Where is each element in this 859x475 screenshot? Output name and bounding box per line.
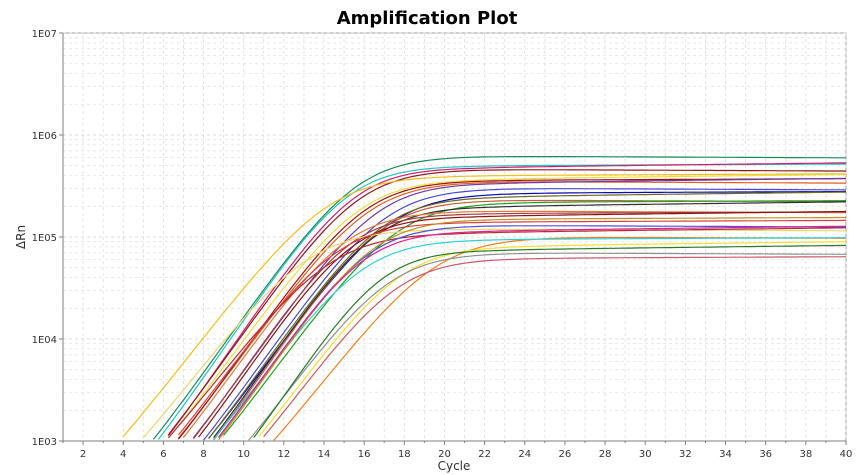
y-tick-label: 1E07 (32, 29, 57, 40)
amplification-curve (253, 244, 847, 438)
amplification-curve (248, 252, 846, 441)
x-tick-label: 16 (358, 449, 371, 460)
x-tick-label: 6 (160, 449, 166, 460)
x-tick-label: 22 (478, 449, 491, 460)
x-tick-label: 26 (559, 449, 572, 460)
x-tick-label: 34 (719, 449, 732, 460)
x-tick-label: 32 (679, 449, 692, 460)
y-axis-label: ΔRn (14, 225, 28, 249)
amplification-curve (203, 188, 847, 441)
x-axis-label: Cycle (438, 459, 471, 473)
x-tick-label: 2 (80, 449, 86, 460)
amplification-curve (152, 156, 846, 440)
amplification-curve (142, 228, 846, 439)
amplification-curve (167, 173, 846, 439)
amplification-curve (177, 181, 846, 439)
amplification-curve (258, 241, 846, 437)
amplification-curve (263, 256, 847, 437)
x-tick-label: 10 (237, 449, 250, 460)
amplification-curve (213, 201, 846, 438)
amplification-curve (167, 162, 846, 437)
amplification-curve (208, 191, 846, 439)
amplification-curve (213, 237, 846, 440)
amplification-curve (167, 169, 847, 436)
x-tick-label: 4 (120, 449, 126, 460)
amplification-curve (167, 227, 847, 439)
x-tick-label: 36 (759, 449, 772, 460)
x-tick-label: 20 (438, 449, 451, 460)
x-tick-labels: 2 4 6 8 10 12 14 16 18 20 22 24 26 28 30 32 34 36 38 40 (62, 441, 853, 460)
x-tick-label: 12 (277, 449, 290, 460)
y-tick-label: 1E05 (32, 233, 57, 244)
amplification-curve (177, 219, 846, 436)
x-tick-label: 18 (398, 449, 411, 460)
x-tick-label: 8 (200, 449, 206, 460)
y-tick-label: 1E04 (32, 335, 57, 346)
y-tick-label: 1E03 (32, 437, 57, 448)
amplification-curve (122, 173, 846, 437)
amplification-curve (223, 200, 847, 436)
amplification-curve (198, 210, 847, 438)
x-tick-label: 38 (799, 449, 812, 460)
chart-title: Amplification Plot (337, 8, 518, 29)
amplification-curves (122, 156, 847, 441)
x-tick-label: 24 (518, 449, 531, 460)
y-tick-labels: 1E03 1E04 1E05 1E06 1E07 (32, 29, 63, 448)
x-tick-label: 40 (840, 449, 853, 460)
y-tick-label: 1E06 (32, 131, 57, 142)
x-tick-label: 14 (318, 449, 331, 460)
x-tick-label: 28 (599, 449, 612, 460)
x-tick-label: 30 (639, 449, 652, 460)
amplification-curve (218, 225, 847, 438)
